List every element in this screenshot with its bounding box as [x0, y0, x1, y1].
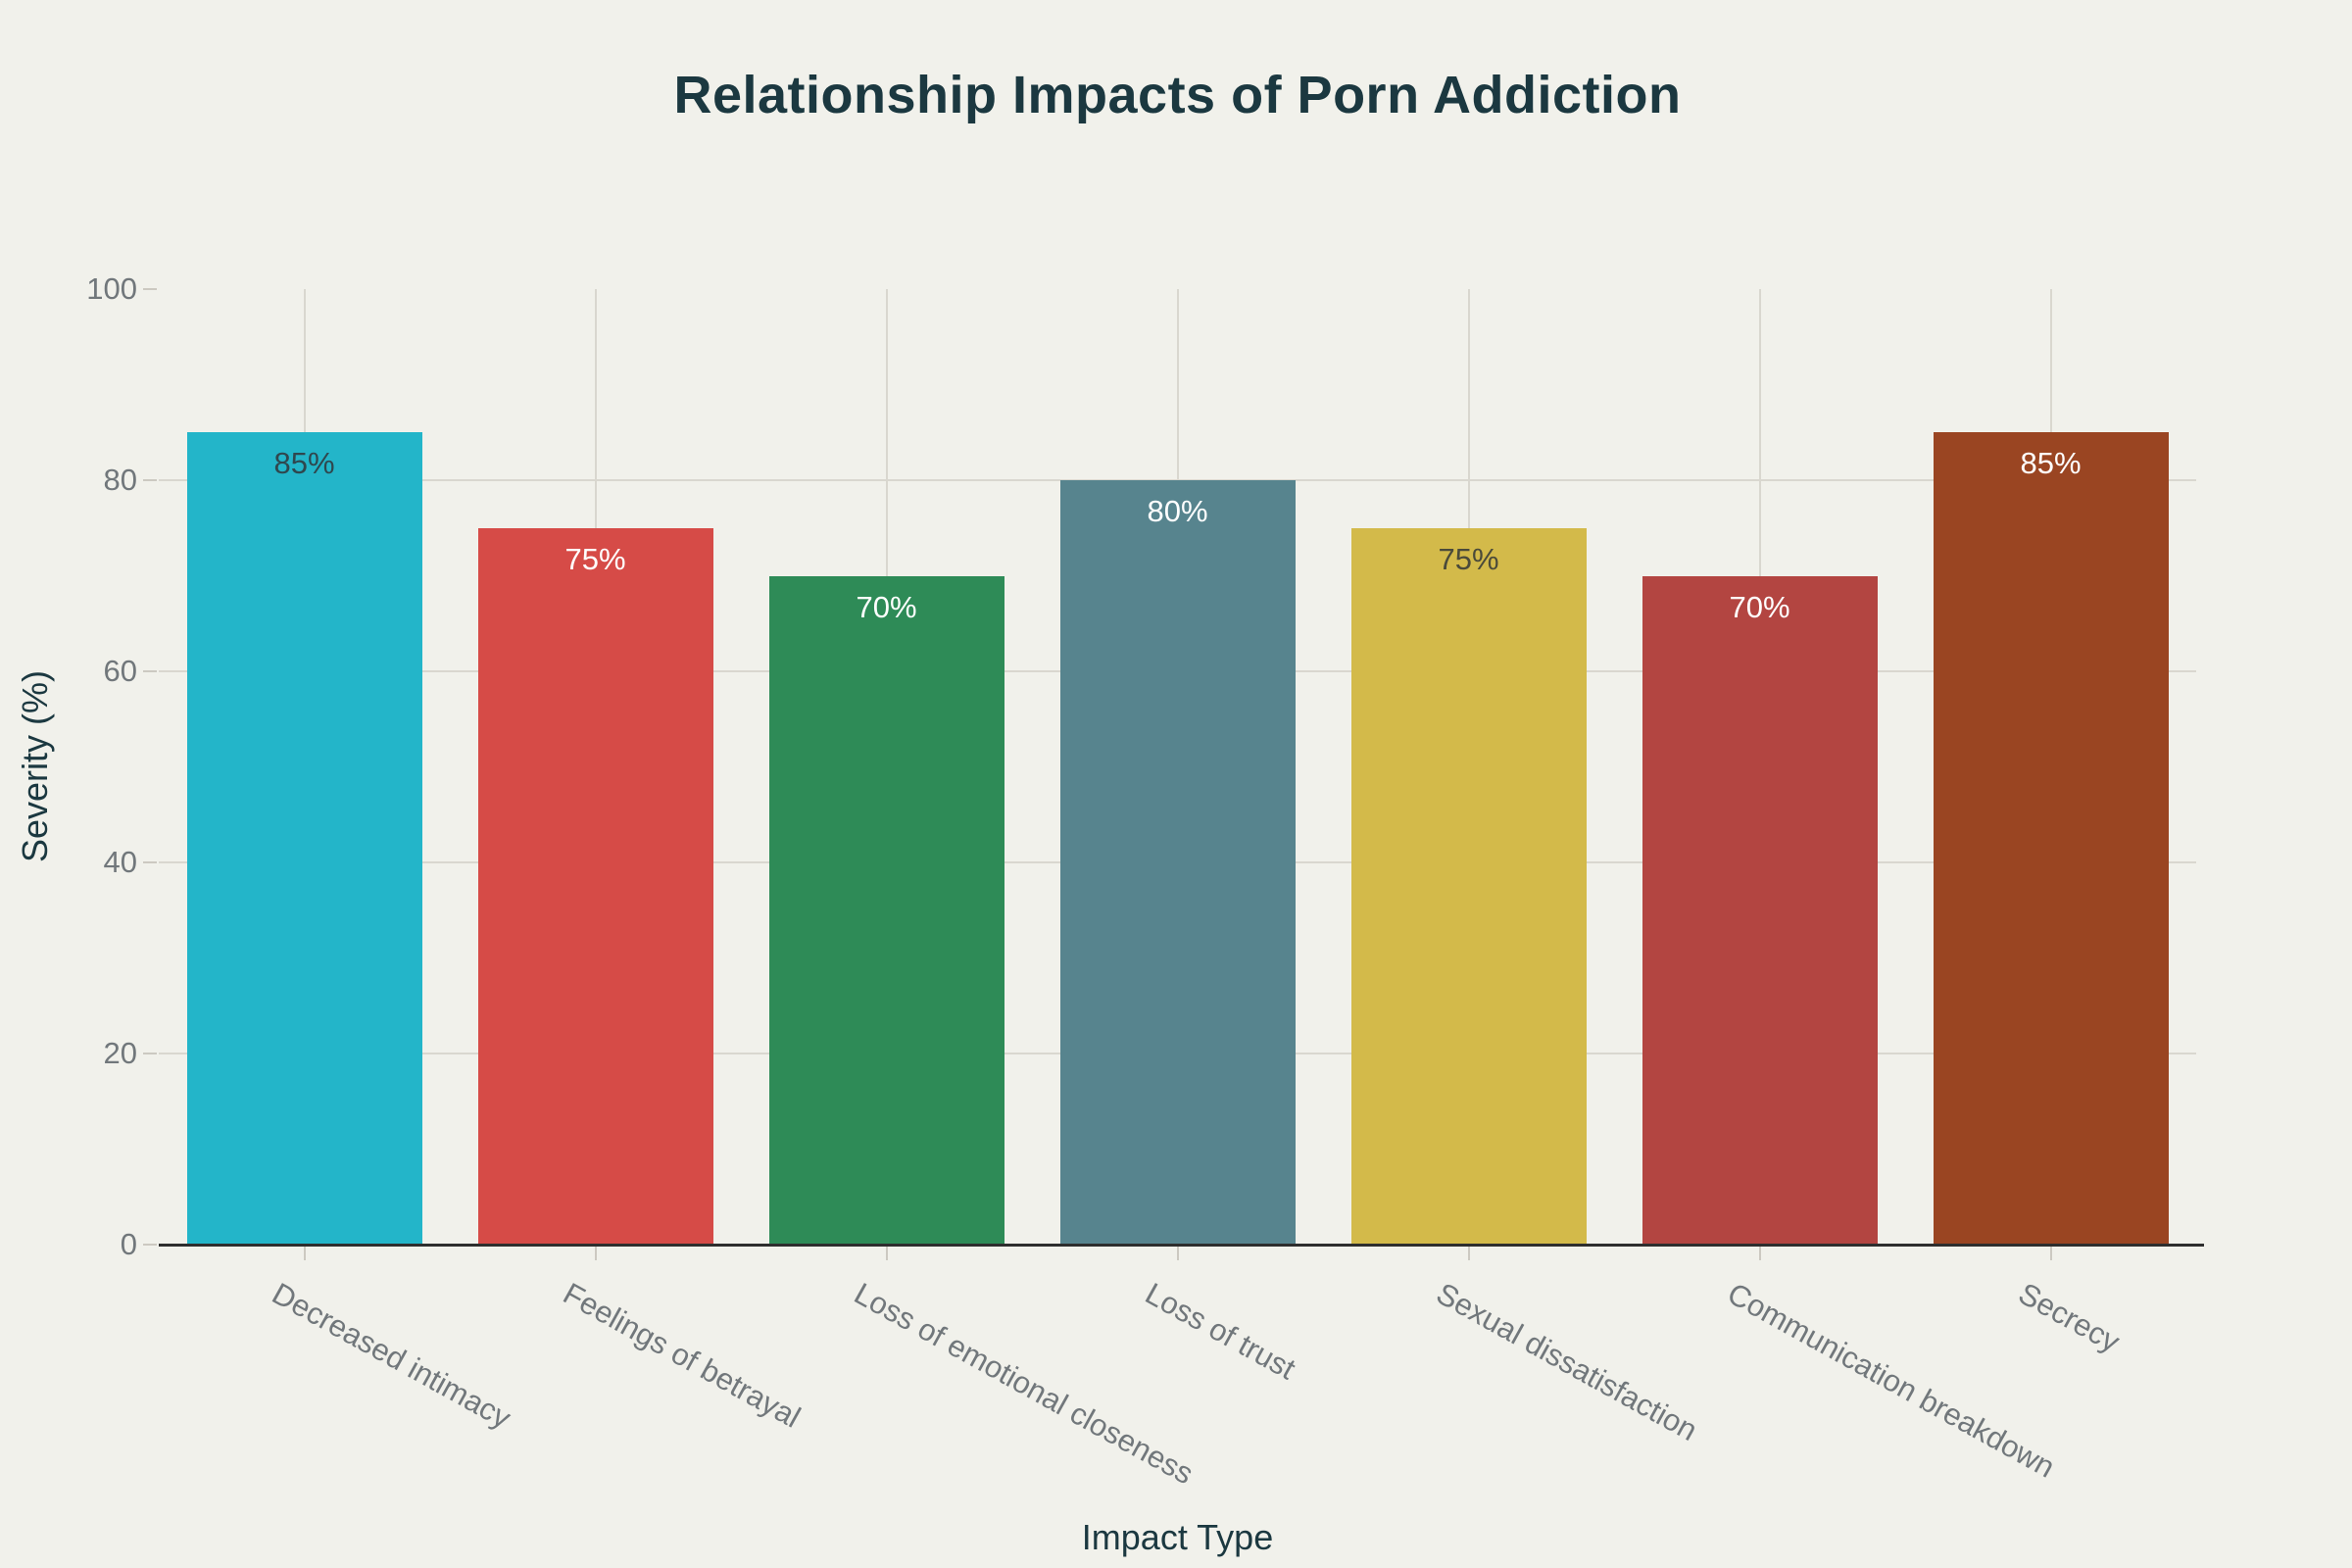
y-tick-label: 40 [103, 845, 137, 879]
y-tick-label: 20 [103, 1036, 137, 1070]
y-tick-mark [143, 670, 157, 672]
bar-secrecy[interactable]: 85% [1933, 432, 2169, 1245]
y-tick-mark [143, 1244, 157, 1246]
bar-value-label: 75% [564, 541, 626, 576]
bar-sexual-dissatisfaction[interactable]: 75% [1350, 527, 1587, 1245]
bar-value-label: 85% [2020, 446, 2082, 481]
y-tick-mark [143, 288, 157, 290]
bar-communication-breakdown[interactable]: 70% [1642, 575, 1878, 1245]
x-tick-mark [2049, 1247, 2052, 1260]
y-tick-mark [143, 861, 157, 863]
x-tick-label: Secrecy [2012, 1276, 2126, 1359]
x-tick-label: Loss of trust [1139, 1276, 1301, 1387]
y-tick-mark [143, 1053, 157, 1054]
y-tick-label: 60 [103, 654, 137, 688]
x-tick-label: Decreased intimacy [266, 1276, 516, 1436]
bar-value-label: 85% [273, 446, 335, 481]
x-tick-mark [303, 1247, 306, 1260]
x-tick-mark [1176, 1247, 1179, 1260]
y-axis-title: Severity (%) [15, 669, 55, 863]
x-tick-label: Sexual dissatisfaction [1430, 1276, 1703, 1448]
bar-value-label: 75% [1438, 541, 1499, 576]
bar-value-label: 70% [856, 589, 917, 624]
x-tick-label: Communication breakdown [1721, 1276, 2061, 1485]
x-tick-mark [594, 1247, 597, 1260]
x-tick-mark [1758, 1247, 1761, 1260]
x-tick-label: Feelings of betrayal [557, 1276, 807, 1435]
x-axis-line [159, 1244, 2204, 1247]
bar-value-label: 80% [1147, 494, 1208, 528]
bar-loss-of-emotional-closeness[interactable]: 70% [768, 575, 1004, 1245]
y-tick-label: 80 [103, 463, 137, 497]
y-tick-label: 100 [86, 271, 137, 306]
y-tick-label: 0 [120, 1227, 137, 1261]
x-tick-mark [1467, 1247, 1470, 1260]
y-tick-mark [143, 479, 157, 481]
bar-feelings-of-betrayal[interactable]: 75% [477, 527, 713, 1245]
bar-loss-of-trust[interactable]: 80% [1059, 480, 1296, 1245]
x-axis-title: Impact Type [1081, 1517, 1274, 1557]
x-tick-mark [885, 1247, 888, 1260]
chart-title: Relationship Impacts of Porn Addiction [673, 66, 1682, 124]
bar-value-label: 70% [1729, 589, 1790, 624]
bar-decreased-intimacy[interactable]: 85% [186, 432, 422, 1245]
